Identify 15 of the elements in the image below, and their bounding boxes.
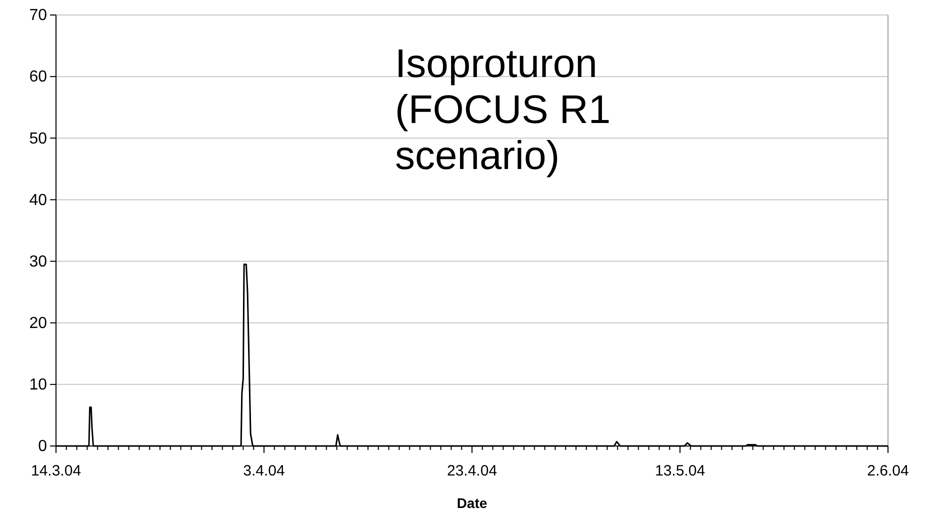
y-tick-label: 20	[29, 314, 48, 332]
x-axis-title: Date	[456, 495, 488, 511]
y-tick-label: 0	[38, 438, 48, 456]
x-tick-label: 23.4.04	[446, 462, 498, 480]
x-tick-label: 3.4.04	[243, 462, 285, 480]
x-tick-label: 13.5.04	[654, 462, 706, 480]
x-tick-label: 14.3.04	[30, 462, 82, 480]
annotation: Isoproturon (FOCUS R1 scenario)	[395, 42, 611, 178]
y-tick-label: 30	[29, 253, 48, 270]
y-tick-label: 70	[29, 7, 48, 24]
x-tick-label: 2.6.04	[867, 462, 909, 480]
y-tick-label: 40	[29, 192, 48, 209]
y-tick-label: 50	[29, 130, 48, 148]
y-tick-label: 60	[29, 68, 48, 86]
y-tick-label: 10	[29, 376, 48, 394]
